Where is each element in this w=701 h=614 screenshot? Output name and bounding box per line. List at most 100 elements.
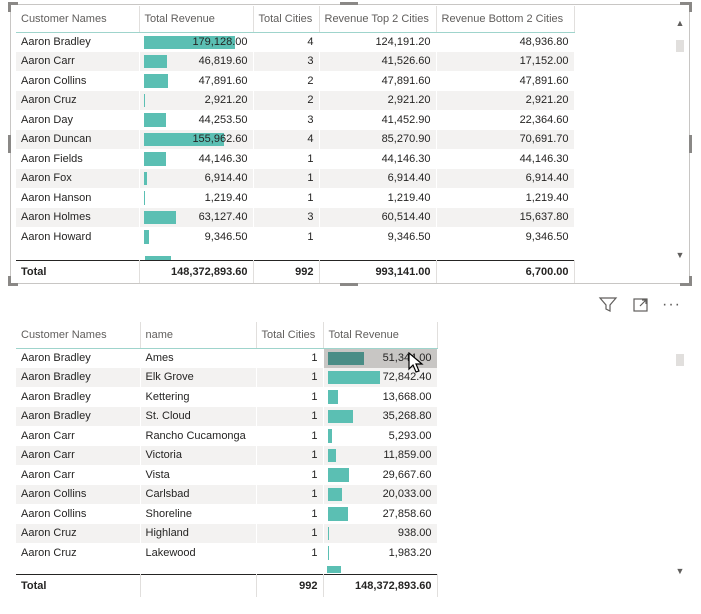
resize-handle-top-left-v[interactable] <box>8 2 11 12</box>
city-name-cell: Carlsbad <box>140 484 257 504</box>
table-row[interactable]: Aaron Bradley Kettering 1 13,668.00 <box>16 387 438 407</box>
resize-handle-bottom-left[interactable] <box>8 283 18 286</box>
column-header-total-revenue[interactable]: Total Revenue <box>323 322 438 349</box>
table-row[interactable]: Aaron Carr Vista 1 29,667.60 <box>16 465 438 485</box>
table-row[interactable]: Aaron Carr 46,819.60 3 41,526.60 17,152.00 <box>16 51 575 71</box>
data-bar <box>327 468 349 482</box>
data-bar <box>327 370 380 384</box>
column-header-revenue-top-2[interactable]: Revenue Top 2 Cities <box>319 6 437 33</box>
total-cities-cell: 3 <box>253 207 320 227</box>
table-row[interactable]: Aaron Bradley St. Cloud 1 35,268.80 <box>16 406 438 426</box>
revenue-top2-cell: 41,526.60 <box>319 51 437 71</box>
table-row[interactable]: Aaron Cruz Lakewood 1 1,983.20 <box>16 543 438 563</box>
revenue-bottom2-cell: 15,637.80 <box>436 207 575 227</box>
table-visual-1[interactable]: Customer Names Total Revenue Total Citie… <box>8 2 692 286</box>
partial-row <box>16 565 437 573</box>
resize-handle-bottom-left-v[interactable] <box>8 276 11 286</box>
table-row[interactable]: Aaron Carr Rancho Cucamonga 1 5,293.00 <box>16 426 438 446</box>
scroll-down-icon[interactable]: ▼ <box>675 566 685 576</box>
vertical-scrollbar-1[interactable]: ▲ ▼ <box>674 18 686 262</box>
resize-handle-bottom-mid[interactable] <box>340 283 358 286</box>
total-cities-cell: 1 <box>256 426 324 446</box>
vertical-scrollbar-2[interactable]: ▼ <box>674 338 686 578</box>
total-revenue-cell: 20,033.00 <box>323 484 438 504</box>
customer-name-cell: Aaron Bradley <box>16 32 140 52</box>
table-row[interactable]: Aaron Duncan 155,962.60 4 85,270.90 70,691.7… <box>16 129 575 149</box>
data-bar <box>143 132 224 146</box>
table-row[interactable]: Aaron Bradley 179,128.00 4 124,191.20 48,936… <box>16 32 575 52</box>
resize-handle-left-mid[interactable] <box>8 135 11 153</box>
total-cities: 992 <box>253 260 320 283</box>
revenue-value: 9,346.50 <box>204 230 248 243</box>
total-row: Total 148,372,893.60 992 993,141.00 6,70… <box>16 260 575 283</box>
revenue-bottom2-cell: 47,891.60 <box>436 71 575 91</box>
revenue-value: 1,219.40 <box>204 191 248 204</box>
column-header-customer-names[interactable]: Customer Names <box>16 322 141 349</box>
total-cities-cell: 1 <box>253 188 320 208</box>
revenue-value: 155,962.60 <box>192 133 248 146</box>
total-revenue-cell: 1,983.20 <box>323 543 438 563</box>
table-row[interactable]: Aaron Fields 44,146.30 1 44,146.30 44,146.30 <box>16 149 575 169</box>
total-revenue-cell: 5,293.00 <box>323 426 438 446</box>
partial-row-bar <box>327 566 341 573</box>
filter-icon[interactable] <box>598 296 618 314</box>
total-cities-cell: 1 <box>253 149 320 169</box>
table-row[interactable]: Aaron Cruz Highland 1 938.00 <box>16 523 438 543</box>
total-revenue-cell: 47,891.60 <box>139 71 254 91</box>
column-header-total-cities[interactable]: Total Cities <box>256 322 324 349</box>
resize-handle-top-right-v[interactable] <box>689 2 692 12</box>
table-row[interactable]: Aaron Collins Shoreline 1 27,858.60 <box>16 504 438 524</box>
resize-handle-top-left[interactable] <box>8 2 18 5</box>
revenue-value: 11,859.00 <box>383 449 432 462</box>
table-row[interactable]: Aaron Bradley Ames 1 51,344.00 <box>16 348 438 368</box>
city-name-cell: Shoreline <box>140 504 257 524</box>
table-visual-2[interactable]: Customer Names name Total Cities Total R… <box>10 322 690 604</box>
resize-handle-bottom-right-v[interactable] <box>689 276 692 286</box>
revenue-value: 179,128.00 <box>192 36 248 48</box>
data-bar <box>143 152 166 166</box>
total-cities-cell: 4 <box>253 32 320 52</box>
column-header-customer-names[interactable]: Customer Names <box>16 6 140 33</box>
city-name-cell: Victoria <box>140 445 257 465</box>
scroll-down-icon[interactable]: ▼ <box>675 250 685 260</box>
revenue-value: 27,858.60 <box>382 507 432 520</box>
revenue-bottom2-cell: 48,936.80 <box>436 32 575 52</box>
revenue-bottom2-cell: 9,346.50 <box>436 227 575 247</box>
table-row[interactable]: Aaron Collins Carlsbad 1 20,033.00 <box>16 484 438 504</box>
table-row[interactable]: Aaron Hanson 1,219.40 1 1,219.40 1,219.40 <box>16 188 575 208</box>
table-row[interactable]: Aaron Collins 47,891.60 2 47,891.60 47,891.6… <box>16 71 575 91</box>
revenue-bottom2-cell: 6,914.40 <box>436 168 575 188</box>
table-row[interactable]: Aaron Cruz 2,921.20 2 2,921.20 2,921.20 <box>16 90 575 110</box>
resize-handle-top-right[interactable] <box>680 2 692 5</box>
table-row[interactable]: Aaron Holmes 63,127.40 3 60,514.40 15,637.80 <box>16 207 575 227</box>
table-row[interactable]: Aaron Bradley Elk Grove 1 72,842.40 <box>16 367 438 387</box>
table-row[interactable]: Aaron Howard 9,346.50 1 9,346.50 9,346.50 <box>16 227 575 247</box>
resize-handle-bottom-right[interactable] <box>680 283 692 286</box>
revenue-value: 2,921.20 <box>204 94 248 107</box>
resize-handle-right-mid[interactable] <box>689 135 692 153</box>
column-header-name[interactable]: name <box>140 322 257 349</box>
revenue-value: 20,033.00 <box>382 488 432 501</box>
partial-row-bar <box>145 256 171 262</box>
table-row[interactable]: Aaron Day 44,253.50 3 41,452.90 22,364.60 <box>16 110 575 130</box>
more-options-icon[interactable]: ··· <box>662 296 681 313</box>
column-header-revenue-bottom-2[interactable]: Revenue Bottom 2 Cities <box>436 6 575 33</box>
column-header-total-cities[interactable]: Total Cities <box>253 6 320 33</box>
table-row[interactable]: Aaron Carr Victoria 1 11,859.00 <box>16 445 438 465</box>
scroll-thumb[interactable] <box>676 40 684 52</box>
focus-mode-icon[interactable] <box>631 296 651 314</box>
total-cities-cell: 1 <box>256 465 324 485</box>
resize-handle-top-mid[interactable] <box>340 2 358 5</box>
scroll-up-icon[interactable]: ▲ <box>675 18 685 28</box>
column-header-total-revenue[interactable]: Total Revenue <box>139 6 254 33</box>
revenue-top2-cell: 85,270.90 <box>319 129 437 149</box>
total-cities-cell: 3 <box>253 51 320 71</box>
data-bar <box>143 113 166 127</box>
data-bar <box>327 429 332 443</box>
scroll-thumb[interactable] <box>676 354 684 366</box>
total-revenue-cell: 46,819.60 <box>139 51 254 71</box>
customer-name-cell: Aaron Day <box>16 110 140 130</box>
revenue-value: 29,667.60 <box>382 468 432 481</box>
table-row[interactable]: Aaron Fox 6,914.40 1 6,914.40 6,914.40 <box>16 168 575 188</box>
total-cities-cell: 4 <box>253 129 320 149</box>
